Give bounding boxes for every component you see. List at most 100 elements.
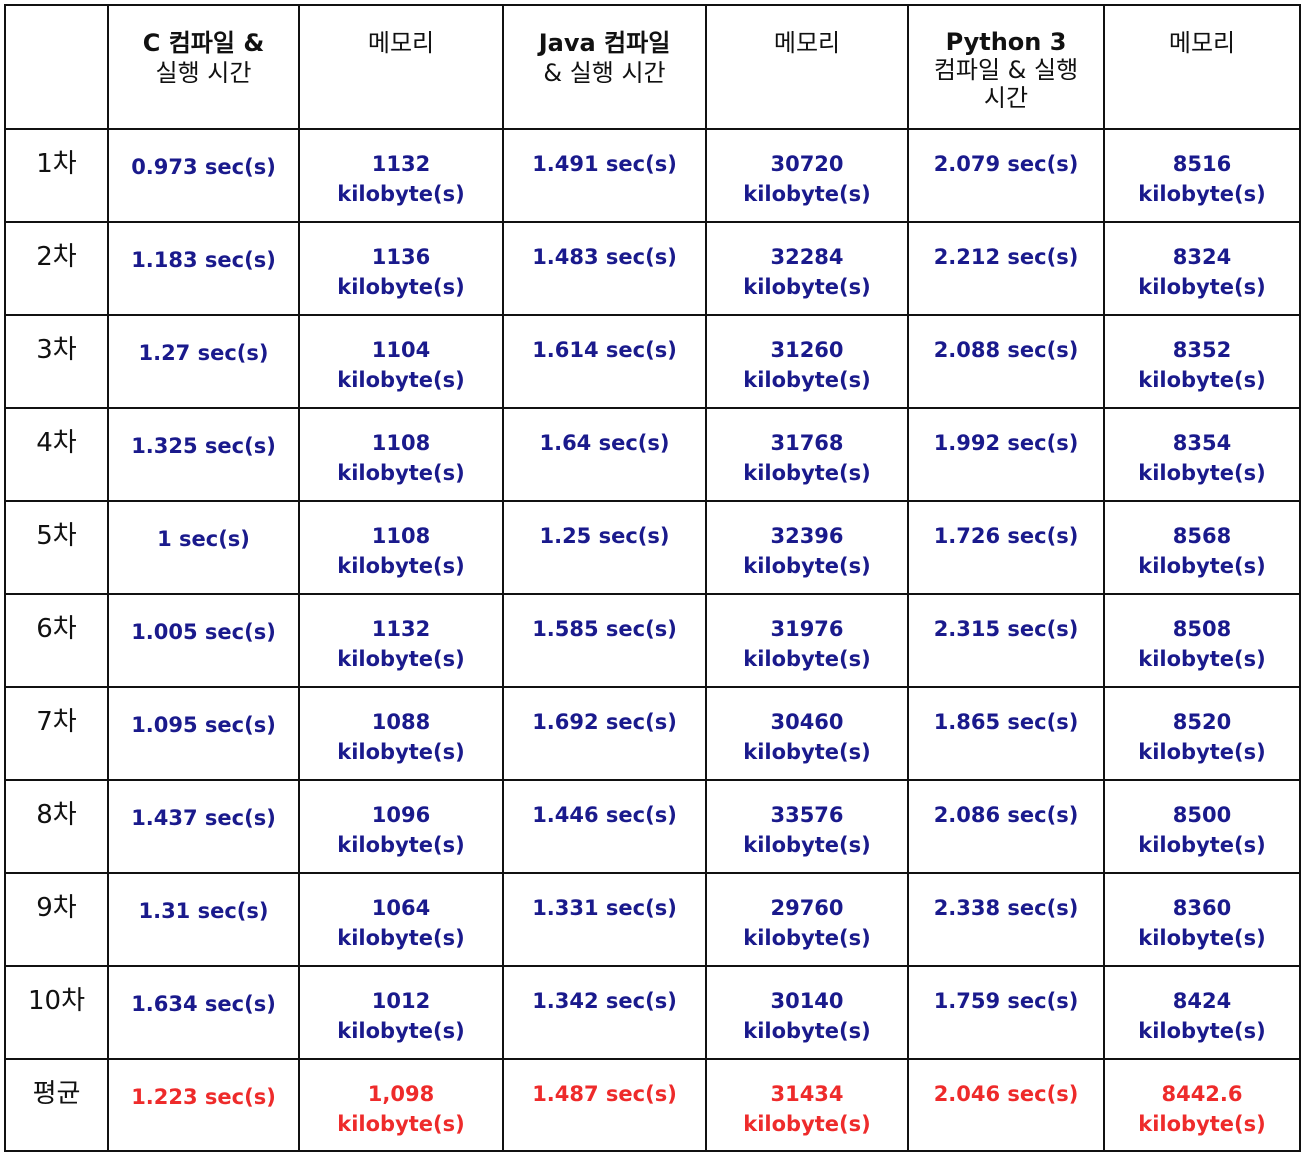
header-python-memory: 메모리 — [1103, 4, 1301, 130]
java-time-cell: 1.342 sec(s) — [502, 965, 707, 1060]
python-memory-value: 8324 — [1172, 245, 1232, 269]
python-memory-value: 8568 — [1172, 524, 1232, 548]
header-python-time-line2: 컴파일 & 실행 — [933, 56, 1079, 84]
python-memory-value: 8520 — [1172, 710, 1232, 734]
c-memory-value: 1108 — [371, 524, 431, 548]
benchmark-table-container: C 컴파일 & 실행 시간 메모리 Java 컴파일 & 실행 시간 메모리 P… — [4, 4, 1301, 1152]
table-row: 10차 1.634 sec(s) 1012 kilobyte(s) 1.342 sec(… — [4, 965, 1301, 1060]
java-memory-cell: 30460 kilobyte(s) — [705, 686, 909, 781]
python-time-value: 2.079 sec(s) — [933, 152, 1079, 176]
header-c-memory-label: 메모리 — [367, 29, 435, 57]
python-memory-cell: 8354 kilobyte(s) — [1103, 407, 1301, 502]
c-memory-unit: kilobyte(s) — [337, 1112, 465, 1136]
c-time-cell: 1.27 sec(s) — [107, 314, 300, 409]
python-memory-cell: 8568 kilobyte(s) — [1103, 500, 1301, 595]
java-time-value: 1.692 sec(s) — [532, 710, 677, 734]
row-label-text: 10차 — [27, 986, 85, 1016]
row-label-text: 6차 — [36, 614, 77, 644]
python-memory-value: 8424 — [1172, 989, 1232, 1013]
row-label-text: 5차 — [36, 521, 77, 551]
java-memory-unit: kilobyte(s) — [743, 182, 871, 206]
c-time-cell: 1.005 sec(s) — [107, 593, 300, 688]
python-memory-value: 8354 — [1172, 431, 1232, 455]
python-memory-cell: 8352 kilobyte(s) — [1103, 314, 1301, 409]
java-memory-value: 29760 — [770, 896, 844, 920]
c-time-value: 0.973 sec(s) — [131, 155, 276, 179]
c-memory-cell: 1136 kilobyte(s) — [298, 221, 504, 316]
python-time-value: 2.086 sec(s) — [933, 803, 1079, 827]
c-time-value: 1.325 sec(s) — [131, 434, 276, 458]
java-time-value: 1.483 sec(s) — [532, 245, 677, 269]
python-time-value: 1.759 sec(s) — [933, 989, 1079, 1013]
java-time-cell: 1.692 sec(s) — [502, 686, 707, 781]
java-memory-unit: kilobyte(s) — [743, 647, 871, 671]
java-memory-cell: 29760 kilobyte(s) — [705, 872, 909, 967]
java-memory-unit: kilobyte(s) — [743, 1112, 871, 1136]
python-time-cell: 1.759 sec(s) — [907, 965, 1105, 1060]
c-time-cell: 1.183 sec(s) — [107, 221, 300, 316]
row-label-text: 2차 — [36, 242, 77, 272]
java-memory-unit: kilobyte(s) — [743, 926, 871, 950]
c-time-cell: 1 sec(s) — [107, 500, 300, 595]
c-memory-value: 1,098 — [367, 1082, 435, 1106]
python-memory-unit: kilobyte(s) — [1138, 275, 1266, 299]
c-memory-cell: 1108 kilobyte(s) — [298, 500, 504, 595]
java-time-cell: 1.487 sec(s) — [502, 1058, 707, 1152]
python-memory-value: 8442.6 — [1161, 1082, 1243, 1106]
c-time-cell: 1.31 sec(s) — [107, 872, 300, 967]
c-time-value: 1.005 sec(s) — [131, 620, 276, 644]
python-memory-unit: kilobyte(s) — [1138, 182, 1266, 206]
python-memory-unit: kilobyte(s) — [1138, 368, 1266, 392]
java-memory-value: 30140 — [770, 989, 844, 1013]
table-row: 8차 1.437 sec(s) 1096 kilobyte(s) 1.446 sec(s… — [4, 779, 1301, 874]
c-memory-value: 1012 — [371, 989, 431, 1013]
java-memory-cell: 30140 kilobyte(s) — [705, 965, 909, 1060]
row-label: 10차 — [4, 965, 109, 1060]
row-label: 평균 — [4, 1058, 109, 1152]
java-memory-cell: 32396 kilobyte(s) — [705, 500, 909, 595]
benchmark-table: C 컴파일 & 실행 시간 메모리 Java 컴파일 & 실행 시간 메모리 P… — [4, 4, 1301, 1152]
python-memory-unit: kilobyte(s) — [1138, 1019, 1266, 1043]
java-time-value: 1.491 sec(s) — [532, 152, 677, 176]
c-time-cell: 1.325 sec(s) — [107, 407, 300, 502]
row-label-text: 8차 — [36, 800, 77, 830]
java-memory-value: 32396 — [770, 524, 844, 548]
java-time-cell: 1.64 sec(s) — [502, 407, 707, 502]
python-memory-value: 8508 — [1172, 617, 1232, 641]
c-time-value: 1 sec(s) — [157, 527, 250, 551]
java-memory-unit: kilobyte(s) — [743, 461, 871, 485]
c-memory-unit: kilobyte(s) — [337, 275, 465, 299]
python-memory-cell: 8520 kilobyte(s) — [1103, 686, 1301, 781]
c-memory-value: 1064 — [371, 896, 431, 920]
python-memory-cell: 8442.6 kilobyte(s) — [1103, 1058, 1301, 1152]
c-memory-unit: kilobyte(s) — [337, 554, 465, 578]
java-memory-value: 31976 — [770, 617, 844, 641]
table-row: 1차 0.973 sec(s) 1132 kilobyte(s) 1.491 sec(s… — [4, 128, 1301, 223]
table-row: 2차 1.183 sec(s) 1136 kilobyte(s) 1.483 sec(s… — [4, 221, 1301, 316]
python-memory-value: 8352 — [1172, 338, 1232, 362]
java-memory-value: 31434 — [770, 1082, 844, 1106]
header-empty-cell — [4, 4, 109, 130]
c-memory-unit: kilobyte(s) — [337, 1019, 465, 1043]
table-row: 7차 1.095 sec(s) 1088 kilobyte(s) 1.692 sec(s… — [4, 686, 1301, 781]
c-memory-unit: kilobyte(s) — [337, 368, 465, 392]
python-memory-unit: kilobyte(s) — [1138, 740, 1266, 764]
python-time-cell: 2.088 sec(s) — [907, 314, 1105, 409]
header-java-memory-label: 메모리 — [773, 29, 841, 57]
java-memory-unit: kilobyte(s) — [743, 833, 871, 857]
c-memory-value: 1132 — [371, 152, 431, 176]
python-time-cell: 1.726 sec(s) — [907, 500, 1105, 595]
row-label-text: 평균 — [32, 1079, 81, 1109]
java-memory-cell: 31976 kilobyte(s) — [705, 593, 909, 688]
python-memory-unit: kilobyte(s) — [1138, 833, 1266, 857]
c-memory-cell: 1088 kilobyte(s) — [298, 686, 504, 781]
java-time-value: 1.64 sec(s) — [539, 431, 670, 455]
java-memory-value: 30460 — [770, 710, 844, 734]
python-memory-cell: 8516 kilobyte(s) — [1103, 128, 1301, 223]
python-time-value: 1.992 sec(s) — [933, 431, 1079, 455]
python-time-cell: 2.212 sec(s) — [907, 221, 1105, 316]
table-row: 6차 1.005 sec(s) 1132 kilobyte(s) 1.585 sec(s… — [4, 593, 1301, 688]
c-time-value: 1.437 sec(s) — [131, 806, 276, 830]
c-memory-cell: 1,098 kilobyte(s) — [298, 1058, 504, 1152]
c-time-cell: 1.223 sec(s) — [107, 1058, 300, 1152]
